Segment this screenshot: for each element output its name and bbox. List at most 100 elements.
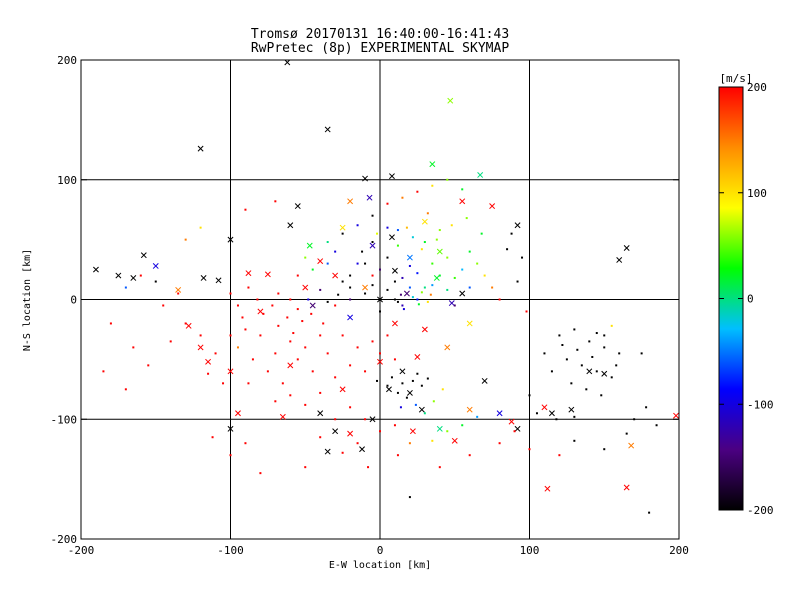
data-point-dot — [405, 226, 408, 229]
data-point-cross — [284, 60, 291, 66]
data-point-dot — [371, 241, 374, 244]
data-point-dot — [396, 391, 399, 394]
cross-stroke — [508, 418, 515, 425]
data-point-cross — [389, 173, 395, 180]
cross-stroke — [514, 425, 521, 432]
cross-stroke — [386, 386, 392, 393]
x-tick-label: -200 — [68, 544, 95, 557]
data-point-cross — [451, 437, 458, 444]
cross-stroke — [359, 446, 366, 453]
data-point-dot — [379, 352, 381, 355]
data-point-dot — [271, 304, 274, 307]
data-point-dot — [468, 286, 471, 289]
data-point-dot — [319, 288, 322, 291]
data-point-cross — [257, 308, 264, 315]
data-point-dot — [468, 250, 471, 253]
data-point-cross — [391, 320, 398, 327]
cross-stroke — [324, 448, 331, 455]
x-axis-label: E-W location [km] — [329, 560, 431, 571]
data-point-dot — [420, 248, 423, 251]
cross-stroke — [366, 194, 373, 201]
data-point-dot — [426, 300, 429, 303]
data-point-dot — [310, 312, 313, 315]
cross-stroke — [466, 406, 473, 413]
cross-stroke — [489, 203, 496, 210]
data-point-dot — [426, 377, 429, 380]
data-point-cross — [200, 274, 207, 281]
data-point-dot — [266, 370, 269, 373]
data-point-cross — [359, 446, 366, 453]
data-point-dot — [510, 232, 513, 235]
data-point-dot — [416, 298, 419, 301]
data-point-dot — [334, 250, 337, 253]
data-point-dot — [555, 418, 558, 421]
data-point-cross — [294, 203, 301, 210]
cross-stroke — [544, 485, 551, 492]
data-point-dot — [184, 238, 187, 241]
data-point-dot — [334, 304, 337, 307]
data-point-dot — [401, 304, 404, 307]
cross-stroke — [448, 300, 455, 307]
cross-stroke — [362, 284, 369, 291]
data-point-cross — [459, 290, 466, 297]
cross-stroke — [628, 442, 635, 449]
cross-stroke — [140, 252, 147, 259]
data-point-dot — [525, 310, 528, 313]
data-point-dot — [401, 276, 404, 279]
data-point-dot — [561, 344, 564, 347]
data-point-dot — [595, 332, 598, 335]
data-point-dot — [423, 241, 426, 244]
data-point-dot — [296, 274, 299, 277]
data-point-dot — [396, 229, 399, 232]
data-point-dot — [244, 442, 247, 445]
data-point-dot — [610, 376, 613, 379]
data-point-dot — [461, 188, 464, 191]
data-point-dot — [603, 448, 606, 451]
y-tick-label: 200 — [57, 54, 77, 67]
data-point-dot — [334, 376, 337, 379]
data-point-dot — [476, 262, 479, 265]
cross-stroke — [459, 198, 466, 205]
data-point-cross — [623, 245, 630, 251]
data-point-dot — [441, 388, 444, 391]
data-point-dot — [446, 178, 449, 181]
data-point-cross — [616, 257, 623, 263]
cross-stroke — [347, 314, 354, 321]
data-point-dot — [438, 229, 441, 232]
data-point-dot — [461, 424, 464, 427]
chart-title: Tromsø 20170131 16:40:00-16:41:43 — [251, 27, 509, 42]
cross-stroke — [616, 257, 623, 263]
data-point-cross — [306, 242, 313, 249]
data-point-dot — [393, 280, 396, 283]
data-point-dot — [177, 292, 180, 295]
data-point-cross — [403, 290, 410, 297]
data-point-dot — [506, 248, 509, 251]
colorbar-tick-label: -100 — [747, 398, 774, 411]
data-point-dot — [476, 415, 479, 418]
cross-stroke — [514, 222, 521, 229]
data-point-dot — [356, 224, 359, 227]
data-point-cross — [601, 370, 608, 377]
cross-stroke — [205, 358, 212, 365]
cross-stroke — [227, 236, 234, 243]
data-point-dot — [535, 412, 538, 415]
data-point-cross — [309, 302, 316, 309]
data-point-dot — [124, 286, 127, 289]
data-point-cross — [235, 410, 241, 417]
data-point-dot — [65, 119, 67, 121]
data-point-cross — [339, 224, 346, 231]
data-point-dot — [468, 454, 471, 457]
data-point-dot — [625, 432, 628, 435]
data-point-dot — [326, 241, 329, 244]
data-point-dot — [236, 304, 239, 307]
data-point-dot — [147, 364, 150, 367]
data-point-dot — [386, 226, 389, 229]
data-point-dot — [322, 322, 325, 325]
cross-stroke — [623, 245, 630, 251]
data-point-dot — [301, 320, 304, 323]
data-point-dot — [247, 382, 250, 385]
data-point-cross — [406, 254, 413, 261]
data-point-cross — [481, 377, 488, 384]
data-point-cross — [92, 266, 99, 273]
